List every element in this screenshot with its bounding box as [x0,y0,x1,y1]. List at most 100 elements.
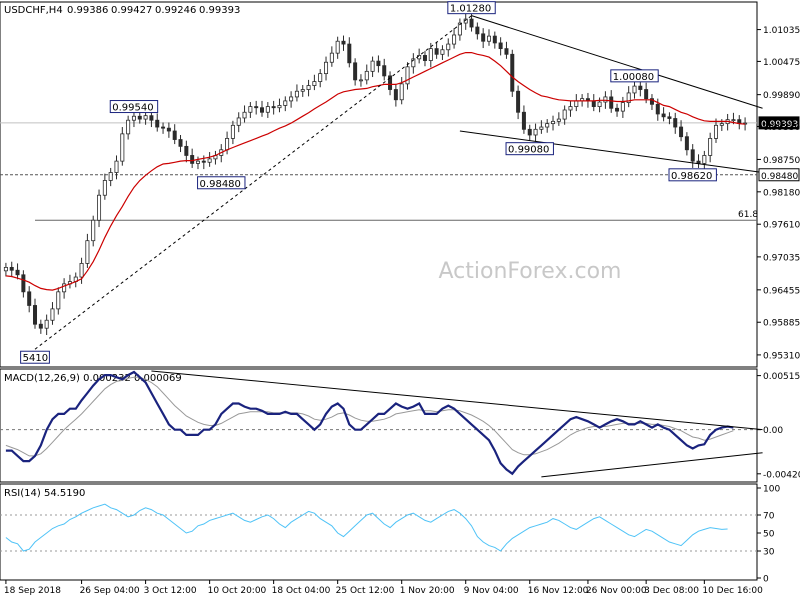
level-annotation-label: 1.01280 [450,4,491,15]
candle-body [79,263,84,278]
candle-body [521,111,526,130]
level-annotation-label: 0.99080 [508,145,549,156]
rsi-panel-frame [0,483,758,581]
candle-body [358,79,363,82]
candle-body [248,106,253,113]
candle-body [527,128,532,136]
level-annotation-label: 0.98480 [200,179,241,190]
candle-body [294,90,299,98]
candle-body [178,139,183,147]
level-annotation-box [197,176,246,190]
candle-body [108,172,113,181]
candle-body [335,40,340,54]
candle-body [708,138,713,156]
candle-body [492,35,497,44]
candle-body [364,70,369,81]
candle-body [457,22,462,36]
candle-body [21,274,26,293]
level-annotation-label: 1.00080 [613,72,654,83]
candle-body [242,111,247,119]
candle-body [15,269,20,276]
candle-body [411,58,416,68]
candle-body [615,107,620,112]
x-tick-label: 10 Dec 16:00 [702,586,763,596]
level-annotation-label: 0.98620 [671,171,712,182]
level-annotation-box [447,1,496,15]
candle-body [277,105,282,109]
price-ytick-label: 0.96455 [763,286,800,296]
candle-body [649,98,654,105]
macd-main-line [5,370,734,476]
candle-body [655,103,660,115]
candle-body [446,43,451,51]
x-tick-label: 1 Nov 20:00 [400,586,455,596]
candle-body [644,89,649,100]
price-ytick-label: 0.97610 [763,221,800,231]
price-ytick-label: 0.95885 [763,319,800,329]
ohlc-low: 0.99246 [155,5,196,16]
candle-body [481,33,486,42]
candle-body [632,85,637,94]
ohlc-close: 0.99393 [199,5,240,16]
current-price-tag-box [758,116,800,130]
candle-body [667,116,672,119]
macd-trendline [151,370,763,431]
candle-body [440,49,445,55]
current-price-tag-label: 0.99393 [761,120,798,130]
candle-body [312,81,317,86]
candle-body [3,266,8,272]
macd-ytick-label: -0.004209 [763,470,800,480]
candle-body [85,240,90,264]
x-tick-label: 18 Sep 2018 [4,586,61,596]
candle-body [533,128,538,136]
candle-body [155,119,160,128]
candle-body [399,83,404,101]
x-tick-label: 16 Nov 12:00 [528,586,589,596]
candle-body [254,106,259,109]
candle-body [102,180,107,196]
candle-body [300,89,305,92]
macd-panel-frame [0,368,758,483]
candle-body [498,42,503,50]
watermark: ActionForex.com [439,259,622,284]
candle-body [452,34,457,45]
candle-body [370,60,375,72]
level-annotation-box [109,100,159,114]
candle-body [318,73,323,82]
candle-body [306,85,311,90]
candle-body [260,107,265,113]
candle-body [126,119,131,135]
price-ytick-label: 0.98750 [763,156,800,166]
candle-body [149,115,154,121]
candle-body [719,123,724,126]
candle-body [137,115,142,120]
level-annotation-label: 5410 [23,353,48,364]
ohlc-high: 0.99427 [111,5,152,16]
candle-body [428,48,433,61]
candle-body [50,308,55,321]
price-ytick-label: 1.00475 [763,58,800,68]
candle-body [329,52,334,63]
candle-body [376,60,381,67]
candle-body [289,96,294,102]
rsi-label: RSI(14) 54.5190 [4,488,85,499]
candle-body [475,26,480,35]
macd-ytick-label: 0.00 [763,426,783,436]
candle-body [27,291,32,306]
candle-body [679,126,684,138]
level-annotation-label: 0.99540 [112,103,153,114]
candle-body [201,160,206,163]
candle-body [551,120,556,125]
price-ytick-label: 0.95310 [763,351,800,361]
candle-body [504,48,509,55]
candle-body [603,96,608,103]
x-tick-label: 3 Oct 12:00 [144,586,197,596]
candle-body [56,291,61,310]
candle-body [516,90,521,113]
price-ytick-label: 0.99330 [763,123,800,133]
candle-body [9,266,14,271]
candle-body [195,160,200,164]
ohlc-open: 0.99386 [67,5,108,16]
price-ytick-label: 0.97035 [763,253,800,263]
candle-body [626,92,631,104]
